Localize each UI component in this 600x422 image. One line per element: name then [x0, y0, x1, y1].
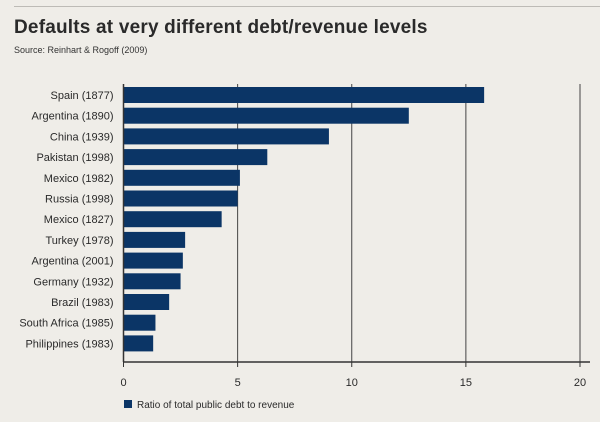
category-label: Spain (1877)	[51, 90, 114, 102]
chart-subtitle: Source: Reinhart & Rogoff (2009)	[14, 45, 148, 55]
category-label: Germany (1932)	[33, 276, 113, 288]
bar	[123, 273, 181, 290]
category-label: Argentina (2001)	[32, 256, 114, 268]
x-tick-label: 15	[460, 377, 472, 389]
category-label: Philippines (1983)	[25, 338, 113, 350]
category-label: Turkey (1978)	[45, 235, 113, 247]
category-label: Russia (1998)	[45, 194, 113, 206]
bar	[123, 149, 268, 166]
top-divider	[14, 6, 600, 7]
legend-label: Ratio of total public debt to revenue	[137, 400, 295, 411]
bar	[123, 335, 154, 352]
bar	[123, 169, 240, 186]
bar	[123, 87, 485, 103]
bar	[123, 314, 156, 331]
category-label: China (1939)	[50, 131, 114, 143]
x-tick-label: 5	[235, 377, 241, 389]
bar	[123, 252, 183, 269]
x-tick-label: 20	[574, 377, 586, 389]
bar	[123, 294, 170, 310]
bar	[123, 190, 238, 207]
bar	[123, 231, 186, 248]
category-label: Argentina (1890)	[32, 111, 114, 123]
category-label: South Africa (1985)	[19, 318, 113, 330]
bar	[123, 128, 329, 145]
category-label: Mexico (1982)	[44, 173, 114, 185]
x-tick-label: 10	[346, 377, 358, 389]
bar	[123, 107, 409, 124]
category-label: Brazil (1983)	[51, 297, 113, 309]
bar	[123, 211, 222, 228]
category-label: Mexico (1827)	[44, 214, 114, 226]
chart-title: Defaults at very different debt/revenue …	[14, 17, 428, 38]
category-label: Pakistan (1998)	[36, 152, 113, 164]
x-tick-label: 0	[120, 377, 126, 389]
legend-swatch	[124, 400, 132, 408]
